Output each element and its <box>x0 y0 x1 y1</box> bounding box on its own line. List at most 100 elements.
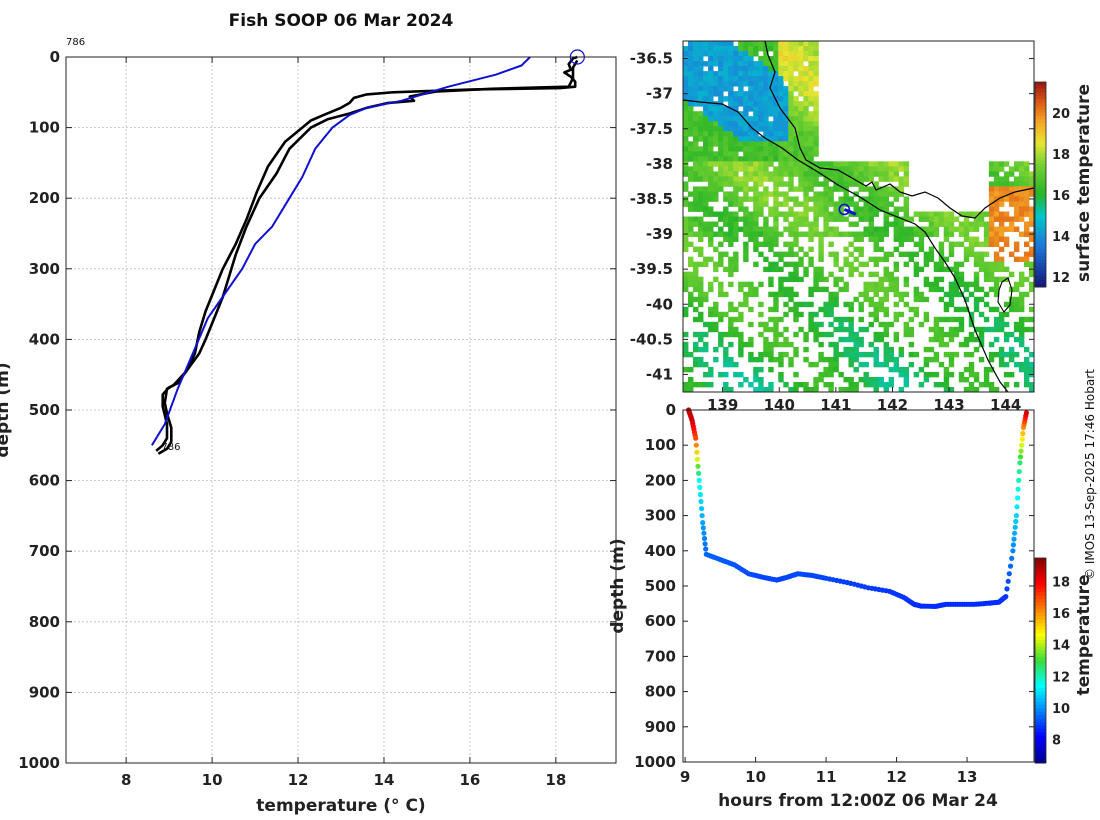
sst-heatmap-cell <box>763 86 769 92</box>
temperature-colorbar-segment <box>1035 653 1046 658</box>
sst-heatmap-cell <box>713 191 719 197</box>
sst-heatmap-cell <box>768 101 774 107</box>
sst-heatmap-cell <box>813 116 819 122</box>
sst-heatmap-cell <box>783 196 789 202</box>
sst-heatmap-cell <box>1003 226 1010 232</box>
sst-heatmap-cell <box>728 101 734 107</box>
sst-heatmap-cell <box>973 326 980 333</box>
section-point <box>694 456 701 462</box>
sst-heatmap-cell <box>943 216 950 222</box>
sst-heatmap-cell <box>773 101 779 107</box>
sst-heatmap-cell <box>728 361 734 368</box>
sst-heatmap-cell <box>753 201 759 207</box>
sst-heatmap-cell <box>948 251 955 258</box>
sst-heatmap-cell <box>703 226 709 232</box>
sst-heatmap-cell <box>778 86 784 92</box>
sst-heatmap-cell <box>778 116 784 122</box>
sst-heatmap-cell <box>753 81 759 87</box>
sst-heatmap-cell <box>693 206 699 212</box>
sst-heatmap-cell <box>813 376 819 383</box>
sst-heatmap-cell <box>823 366 829 373</box>
sst-heatmap-cell <box>693 86 699 92</box>
sst-heatmap-cell <box>733 261 739 268</box>
sst-heatmap-cell <box>893 281 900 288</box>
sst-heatmap-cell <box>708 171 714 177</box>
sst-heatmap-cell <box>683 46 689 52</box>
sst-heatmap-cell <box>783 161 789 167</box>
sst-heatmap-cell <box>883 321 889 328</box>
sst-heatmap-cell <box>743 76 749 82</box>
sst-heatmap-cell <box>778 41 784 47</box>
map-xtick-label: 143 <box>933 396 964 414</box>
sst-heatmap-cell <box>1003 211 1010 217</box>
sst-heatmap-cell <box>818 181 824 187</box>
sst-heatmap-cell <box>978 331 985 338</box>
sst-heatmap-cell <box>723 266 729 273</box>
sst-heatmap-cell <box>743 46 749 52</box>
sst-heatmap-cell <box>683 241 689 247</box>
sst-heatmap-cell <box>803 336 809 343</box>
sst-heatmap-cell <box>788 356 794 363</box>
sst-heatmap-cell <box>923 261 930 268</box>
sst-heatmap-cell <box>708 306 714 313</box>
sst-heatmap-cell <box>938 246 945 252</box>
sst-heatmap-cell <box>698 56 704 62</box>
sst-heatmap-cell <box>948 281 955 288</box>
sst-heatmap-cell <box>943 366 950 373</box>
sst-heatmap-cell <box>993 251 1000 258</box>
sst-heatmap-cell <box>893 231 900 237</box>
sst-heatmap-cell <box>943 231 950 237</box>
sst-heatmap-cell <box>708 256 714 263</box>
sst-heatmap-cell <box>1028 221 1034 227</box>
sst-heatmap-cell <box>683 66 689 72</box>
sst-heatmap-cell <box>823 311 829 318</box>
sst-heatmap-cell <box>803 141 809 147</box>
sst-heatmap-cell <box>908 326 915 333</box>
sst-heatmap-cell <box>1003 321 1010 328</box>
sst-heatmap-cell <box>1023 241 1030 247</box>
sst-heatmap-cell <box>773 151 779 157</box>
sst-heatmap-cell <box>788 251 794 258</box>
sst-heatmap-cell <box>818 191 824 197</box>
sst-heatmap-cell <box>858 181 864 187</box>
sst-heatmap-cell <box>723 371 729 378</box>
sst-heatmap-cell <box>763 171 769 177</box>
profile-ytick-label: 100 <box>29 119 60 137</box>
sst-heatmap-cell <box>698 251 704 258</box>
sst-heatmap-cell <box>993 196 1000 202</box>
sst-heatmap-cell <box>698 121 704 127</box>
sst-heatmap-cell <box>763 131 769 137</box>
sst-heatmap-cell <box>798 141 804 147</box>
sst-heatmap-cell <box>868 186 874 192</box>
sst-colorbar-segment <box>1035 280 1046 285</box>
sst-heatmap-cell <box>783 66 789 72</box>
sst-heatmap-cell <box>868 271 874 278</box>
sst-heatmap-cell <box>1028 251 1034 258</box>
temperature-colorbar-segment <box>1035 629 1046 634</box>
sst-heatmap-cell <box>708 61 714 67</box>
temperature-colorbar-segment <box>1035 581 1046 586</box>
sst-heatmap-cell <box>753 131 759 137</box>
sst-heatmap-cell <box>703 91 709 97</box>
sst-heatmap-cell <box>748 126 754 132</box>
sst-heatmap-cell <box>938 326 945 333</box>
sst-heatmap-cell <box>718 131 724 137</box>
sst-colorbar-segment <box>1035 201 1046 206</box>
temperature-colorbar-segment <box>1035 728 1046 733</box>
sst-heatmap-cell <box>733 101 739 107</box>
section-point <box>1004 586 1010 592</box>
sst-heatmap-cell <box>868 221 874 227</box>
sst-heatmap-cell <box>893 236 900 242</box>
sst-heatmap-cell <box>853 356 859 363</box>
sst-heatmap-cell <box>793 106 799 112</box>
sst-heatmap-cell <box>863 166 869 172</box>
sst-heatmap-cell <box>683 151 689 157</box>
sst-heatmap-cell <box>813 326 819 333</box>
sst-heatmap-cell <box>688 81 694 87</box>
sst-heatmap-cell <box>793 76 799 82</box>
sst-heatmap-cell <box>743 166 749 172</box>
sst-heatmap-cell <box>828 226 834 232</box>
sst-heatmap-cell <box>898 216 905 222</box>
sst-heatmap-cell <box>713 136 719 142</box>
sst-heatmap-cell <box>833 366 839 373</box>
